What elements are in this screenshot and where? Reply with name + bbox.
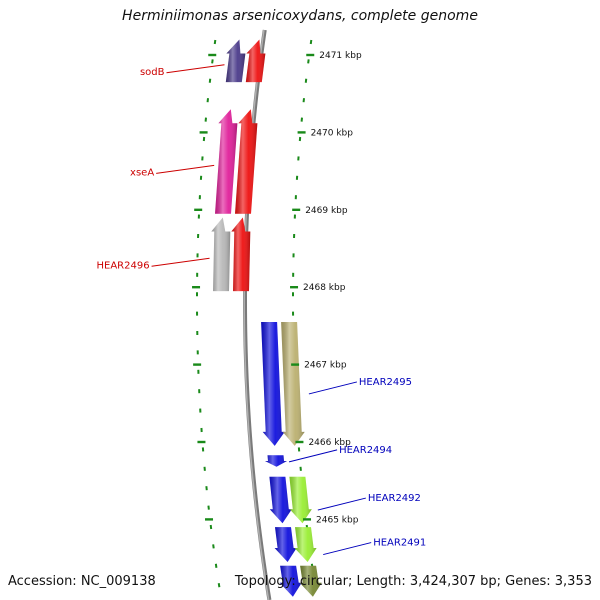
- gene-label-text: HEAR2494: [339, 445, 392, 456]
- tick-label: 2466 kbp: [308, 438, 351, 448]
- gene-label-text: sodB: [140, 67, 165, 78]
- gene-label[interactable]: HEAR2491: [323, 538, 426, 556]
- gene-labels-layer: sodB xseA HEAR2496 HEAR2495 HEAR2494 HEAR2492…: [96, 64, 426, 556]
- gene-label-text: xseA: [130, 167, 154, 178]
- inner-tick-dot: [217, 583, 221, 588]
- tick-label: 2465 kbp: [316, 515, 359, 525]
- inner-tick-dot: [213, 39, 217, 45]
- genes-layer: [211, 39, 322, 597]
- ticks-layer: 2471 kbp 2470 kbp 2469 kbp 2468 kbp 2467 kbp…: [192, 51, 362, 525]
- gene-label-text: HEAR2495: [359, 377, 412, 388]
- gene-label[interactable]: xseA: [130, 164, 215, 178]
- topology-text: Topology: circular; Length: 3,424,307 bp…: [234, 574, 592, 589]
- tick-label: 2469 kbp: [305, 206, 348, 216]
- outer-tick-dot: [309, 39, 313, 45]
- accession-text: Accession: NC_009138: [8, 574, 156, 589]
- gene-label[interactable]: HEAR2495: [308, 377, 412, 395]
- gene-label-text: HEAR2496: [96, 260, 149, 271]
- gene-label[interactable]: HEAR2492: [317, 493, 421, 511]
- outer-tick-dot: [307, 59, 310, 64]
- genome-title: Herminiimonas arsenicoxydans, complete g…: [122, 8, 478, 24]
- tick-label: 2470 kbp: [311, 128, 354, 138]
- inner-tick-track: [196, 39, 221, 588]
- tick-label: 2468 kbp: [303, 283, 346, 293]
- gene-label-text: HEAR2491: [373, 538, 426, 549]
- inner-tick-dot: [214, 563, 218, 568]
- gene-label[interactable]: HEAR2494: [288, 445, 392, 463]
- gene-label[interactable]: sodB: [140, 64, 225, 78]
- inner-tick-dot: [212, 544, 215, 549]
- inner-tick-dot: [211, 59, 214, 64]
- gene-label[interactable]: HEAR2496: [96, 257, 210, 271]
- tick-label: 2471 kbp: [319, 51, 362, 61]
- tick-label: 2467 kbp: [304, 361, 347, 371]
- gene-label-text: HEAR2492: [368, 493, 421, 504]
